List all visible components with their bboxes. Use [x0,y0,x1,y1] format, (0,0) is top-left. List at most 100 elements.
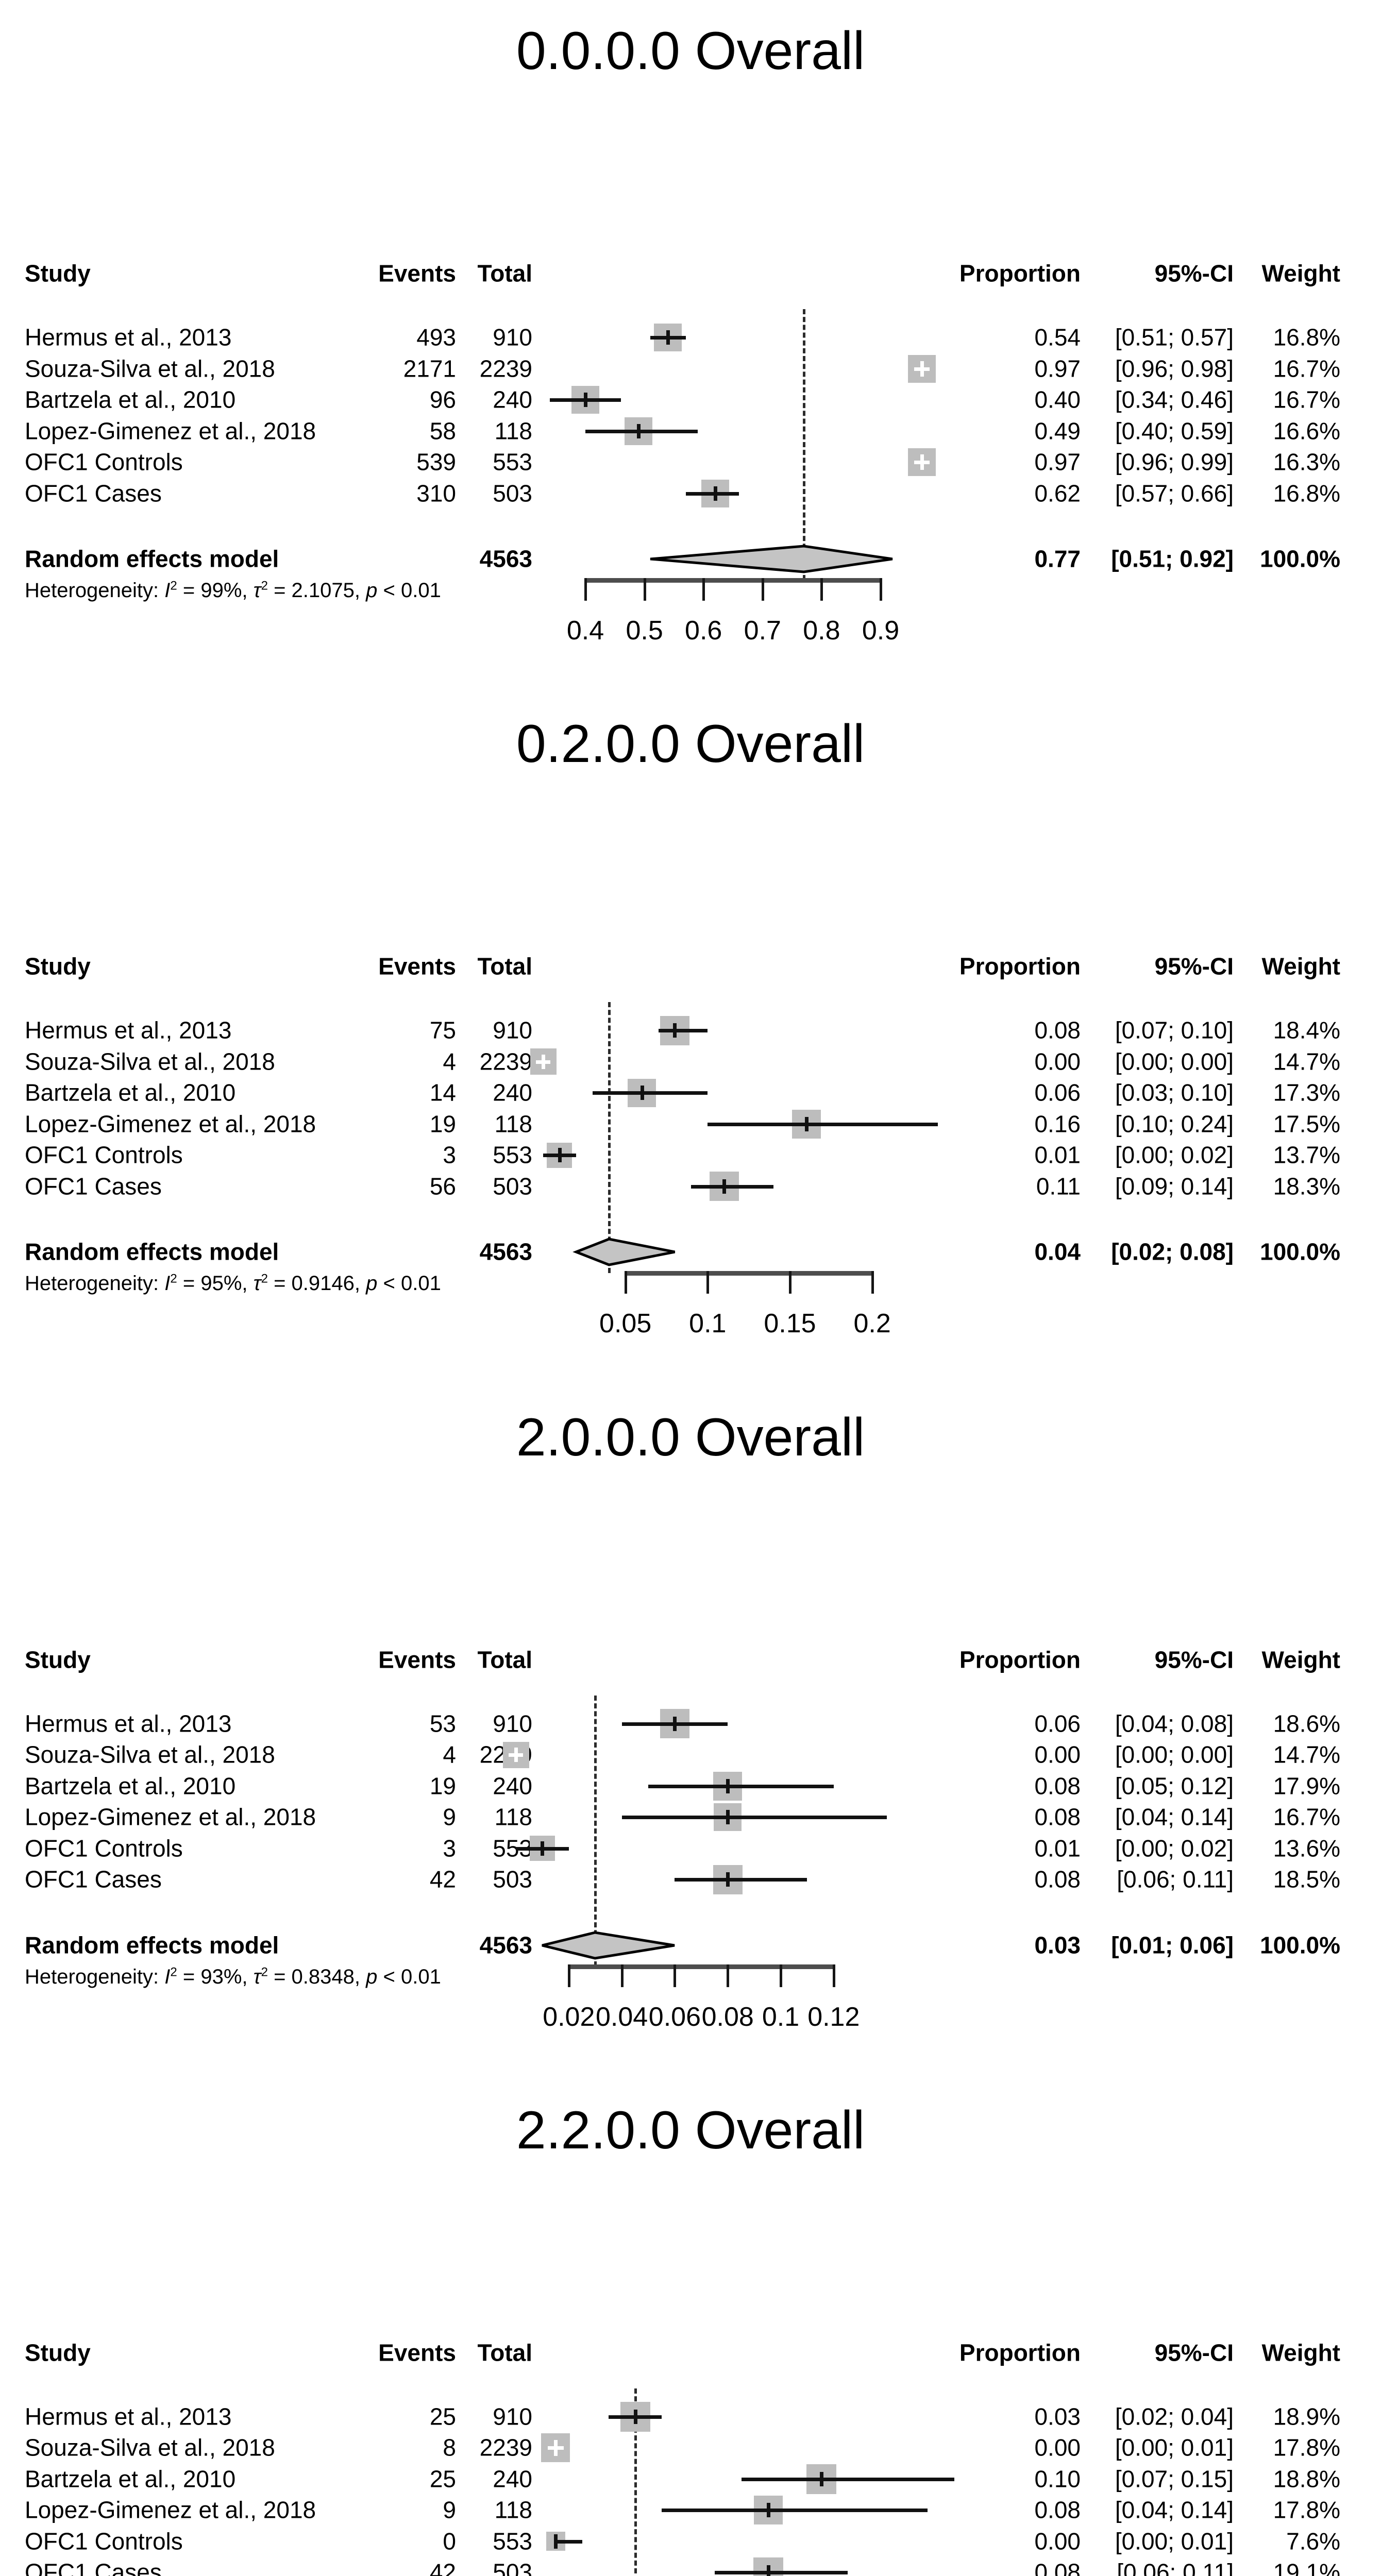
point-estimate-tick [633,2409,637,2424]
study-ci: [0.07; 0.15] [1115,2465,1234,2493]
study-ci: [0.03; 0.10] [1115,1079,1234,1106]
summary-weight: 100.0% [1259,1931,1340,1959]
study-events: 25 [429,2465,456,2493]
column-header-total: Total [477,953,532,980]
study-proportion: 0.40 [1034,386,1081,413]
study-total: 503 [493,480,532,507]
point-estimate-tick [584,393,587,407]
study-weight: 16.3% [1273,448,1340,476]
study-total: 118 [494,417,532,445]
point-estimate-tick [804,1116,809,1131]
study-events: 8 [443,2434,456,2461]
point-estimate-tick [726,1778,730,1793]
study-weight: 18.5% [1273,1866,1340,1893]
panel-title: 2.2.0.0 Overall [516,2100,865,2160]
study-name: Bartzela et al., 2010 [25,1079,236,1106]
study-name: Lopez-Gimenez et al., 2018 [25,2496,316,2523]
study-ci: [0.00; 0.01] [1115,2434,1234,2461]
study-weight: 17.8% [1273,2496,1340,2523]
study-total: 910 [493,1016,532,1044]
study-total: 553 [493,1141,532,1168]
study-ci: [0.00; 0.01] [1115,2528,1234,2555]
study-ci: [0.06; 0.11] [1117,2558,1234,2576]
point-estimate-tick [673,1716,677,1731]
study-ci: [0.40; 0.59] [1115,417,1234,445]
column-header-proportion: Proportion [959,260,1081,287]
x-axis-tick [788,1271,791,1294]
column-header-events: Events [378,2339,456,2366]
study-proportion: 0.08 [1034,1803,1081,1831]
study-total: 240 [493,2465,532,2493]
ci-whisker-line [585,429,698,433]
point-estimate-tick [722,1179,727,1194]
study-weight: 16.8% [1273,324,1340,351]
summary-proportion: 0.77 [1034,545,1081,572]
study-name: Bartzela et al., 2010 [25,2465,236,2493]
study-events: 0 [443,2528,456,2555]
x-axis-line [567,1964,835,1969]
study-name: Souza-Silva et al., 2018 [25,1741,275,1768]
study-weight: 16.7% [1273,386,1340,413]
x-axis-tick-label: 0.7 [744,616,781,646]
summary-proportion: 0.03 [1034,1931,1081,1959]
study-ci: [0.02; 0.04] [1115,2403,1234,2430]
study-total: 2239 [479,1048,532,1075]
x-axis-tick [706,1271,710,1294]
x-axis-tick [832,1964,835,1987]
study-events: 9 [443,1803,456,1831]
x-axis-tick [820,578,823,601]
study-events: 310 [416,480,456,507]
study-total: 240 [493,1079,532,1106]
column-header-proportion: Proportion [959,953,1081,980]
pooled-estimate-dashed-line [803,309,806,580]
study-total: 503 [493,1866,532,1893]
study-name: Souza-Silva et al., 2018 [25,355,275,382]
study-weight: 17.9% [1273,1772,1340,1800]
study-weight: 16.7% [1273,1803,1340,1831]
x-axis-tick-label: 0.05 [599,1309,652,1339]
point-estimate-tick [726,1872,730,1887]
study-proportion: 0.97 [1034,355,1081,382]
ci-whisker-line [621,1816,887,1819]
study-name: Souza-Silva et al., 2018 [25,1048,275,1075]
study-events: 42 [429,1866,456,1893]
column-header-proportion: Proportion [959,2339,1081,2366]
study-ci: [0.51; 0.57] [1115,324,1234,351]
column-header-ci: 95%-CI [1154,260,1234,287]
heterogeneity-text: Heterogeneity: I2 = 99%, τ2 = 2.1075, p … [25,579,441,602]
study-proportion: 0.97 [1034,448,1081,476]
study-total: 553 [493,2528,532,2555]
x-axis-tick-label: 0.15 [764,1309,816,1339]
x-axis-tick-label: 0.2 [853,1309,891,1339]
column-header-weight: Weight [1261,260,1340,287]
study-total: 118 [494,2496,532,2523]
ci-whisker-line [685,492,739,496]
study-proportion: 0.00 [1034,2528,1081,2555]
ci-whisker-line [741,2477,954,2481]
point-estimate-plus-v [920,361,924,377]
pooled-estimate-dashed-line [608,1002,611,1274]
study-ci: [0.04; 0.14] [1115,2496,1234,2523]
column-header-study: Study [25,2339,91,2366]
point-estimate-tick [766,2565,770,2576]
study-ci: [0.07; 0.10] [1115,1016,1234,1044]
study-events: 53 [429,1710,456,1737]
summary-diamond [572,1238,675,1266]
study-events: 58 [429,417,456,445]
x-axis-tick-label: 0.1 [762,2002,800,2032]
summary-weight: 100.0% [1259,545,1340,572]
point-estimate-plus-v [514,1748,518,1762]
summary-weight: 100.0% [1259,1238,1340,1265]
study-events: 96 [429,386,456,413]
study-proportion: 0.08 [1034,2558,1081,2576]
heterogeneity-text: Heterogeneity: I2 = 95%, τ2 = 0.9146, p … [25,1272,441,1295]
study-weight: 16.6% [1273,417,1340,445]
study-proportion: 0.08 [1034,1866,1081,1893]
study-proportion: 0.00 [1034,1741,1081,1768]
study-events: 4 [443,1741,456,1768]
point-estimate-tick [714,486,718,501]
study-total: 2239 [479,2434,532,2461]
point-estimate-tick [673,1023,677,1038]
study-events: 3 [443,1835,456,1862]
point-estimate-plus-v [554,2439,558,2456]
